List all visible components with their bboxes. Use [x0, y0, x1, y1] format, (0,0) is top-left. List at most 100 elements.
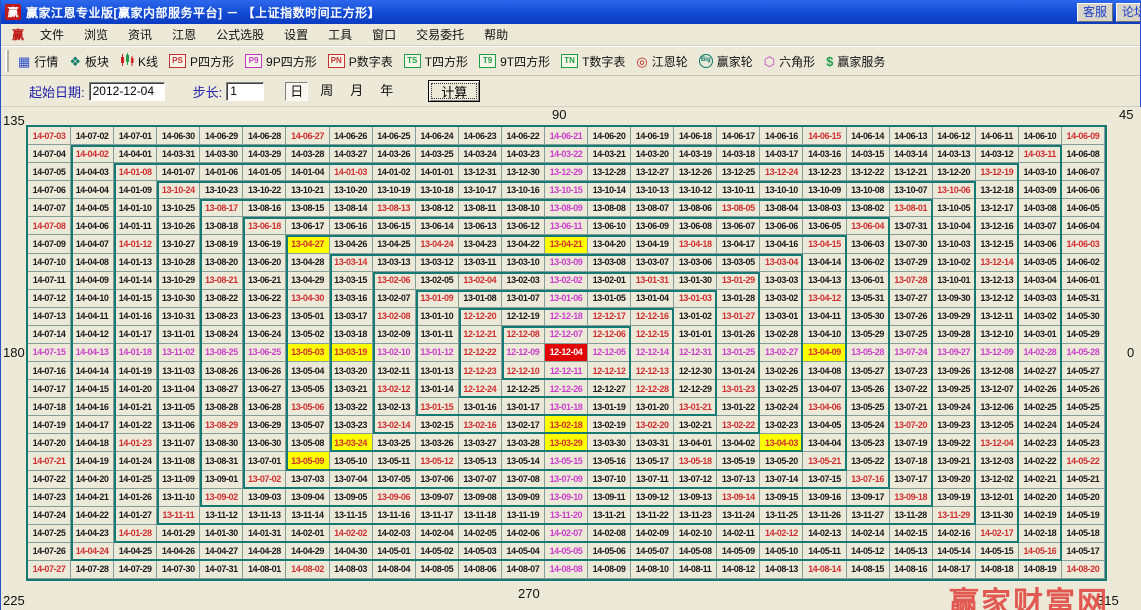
date-cell: 14-05-21 [1061, 470, 1105, 489]
date-cell: 12-12-29 [674, 380, 718, 399]
menu-item-窗口[interactable]: 窗口 [372, 28, 397, 42]
date-cell: 14-07-22 [28, 470, 72, 489]
date-cell: 13-08-12 [415, 199, 459, 218]
date-cell: 13-06-07 [717, 217, 761, 236]
calculate-button[interactable]: 计算 [428, 80, 481, 102]
toolbar-item-T四方形[interactable]: TS T四方形 [400, 51, 475, 72]
date-cell: 14-08-19 [1018, 560, 1062, 579]
period-toggle-年[interactable]: 年 [375, 81, 399, 101]
toolbar-item-行情[interactable]: ▦ 行情 [14, 51, 65, 72]
date-cell: 13-10-12 [674, 181, 718, 200]
date-cell: 13-08-09 [544, 199, 589, 218]
date-cell: 13-02-22 [717, 416, 761, 435]
menu-item-工具[interactable]: 工具 [328, 28, 353, 42]
date-cell: 14-01-15 [114, 289, 158, 308]
date-cell: 14-06-28 [243, 127, 287, 146]
date-cell: 13-07-22 [889, 380, 933, 399]
date-cell: 14-06-29 [200, 127, 244, 146]
date-cell: 13-04-01 [674, 434, 718, 453]
hexagon-icon: ⬡ [763, 53, 776, 69]
menu-item-文件[interactable]: 文件 [40, 28, 65, 42]
toolbar-grip[interactable] [5, 50, 9, 72]
date-cell: 14-08-07 [501, 560, 545, 579]
date-cell: 13-10-21 [286, 181, 330, 200]
date-cell: 13-07-20 [889, 416, 933, 435]
menu-item-公式选股[interactable]: 公式选股 [216, 28, 265, 42]
date-cell: 13-04-08 [803, 362, 847, 381]
date-cell: 14-01-25 [114, 470, 158, 489]
date-cell: 13-01-13 [415, 362, 459, 381]
menu-brand[interactable]: 赢 [12, 28, 25, 42]
menu-item-资讯[interactable]: 资讯 [128, 28, 153, 42]
toolbar-item-9T四方形[interactable]: T9 9T四方形 [475, 51, 557, 72]
date-cell: 13-10-15 [544, 181, 589, 200]
toolbar-item-K线[interactable]: K线 [116, 51, 165, 72]
date-cell: 14-08-06 [458, 560, 502, 579]
date-cell: 13-09-28 [932, 325, 976, 344]
date-cell: 13-12-30 [501, 163, 545, 182]
date-cell: 13-07-15 [803, 470, 847, 489]
menu-item-设置[interactable]: 设置 [284, 28, 309, 42]
kline-icon [120, 53, 134, 69]
date-cell: 13-08-16 [243, 199, 287, 218]
toolbar-item-江恩轮[interactable]: ◎ 江恩轮 [632, 51, 694, 72]
date-cell: 13-01-10 [415, 307, 459, 326]
badge-ps-icon: PS [169, 54, 186, 68]
date-cell: 14-02-26 [1018, 380, 1062, 399]
date-cell: 13-01-17 [501, 398, 545, 417]
toolbar-item-P数字表[interactable]: PN P数字表 [324, 51, 400, 72]
date-cell: 13-02-06 [372, 271, 416, 290]
date-cell: 13-04-24 [415, 235, 459, 254]
toolbar-item-9P四方形[interactable]: P9 9P四方形 [241, 51, 324, 72]
date-cell: 14-06-19 [631, 127, 675, 146]
date-cell: 13-02-24 [760, 398, 804, 417]
date-cell: 13-06-04 [846, 217, 890, 236]
date-cell: 13-03-26 [415, 434, 459, 453]
period-toggle-日[interactable]: 日 [285, 81, 309, 101]
date-cell: 14-03-29 [243, 145, 287, 164]
date-cell: 13-12-26 [674, 163, 718, 182]
date-cell: 13-03-02 [760, 289, 804, 308]
period-toggle-周[interactable]: 周 [315, 81, 339, 101]
menu-item-江恩[interactable]: 江恩 [172, 28, 197, 42]
toolbar-item-板块[interactable]: ❖ 板块 [65, 51, 116, 72]
date-cell: 14-05-13 [889, 542, 933, 561]
date-cell: 14-03-06 [1018, 235, 1062, 254]
period-toggle-月[interactable]: 月 [345, 81, 369, 101]
date-cell: 13-05-21 [803, 452, 847, 471]
date-cell: 14-02-28 [1018, 343, 1062, 363]
start-date-input[interactable] [88, 81, 165, 101]
forum-button[interactable]: 论坛 [1116, 2, 1140, 22]
toolbar-item-赢家服务[interactable]: $ 赢家服务 [822, 51, 892, 72]
date-cell: 14-03-19 [674, 145, 718, 164]
date-cell: 13-03-21 [329, 380, 373, 399]
date-cell: 14-05-10 [760, 542, 804, 561]
date-cell: 14-01-07 [157, 163, 201, 182]
date-cell: 13-05-04 [286, 362, 330, 381]
menu-item-浏览[interactable]: 浏览 [84, 28, 109, 42]
toolbar-item-赢家轮[interactable]: Big 赢家轮 [695, 51, 760, 72]
date-cell: 13-11-18 [458, 506, 502, 525]
customer-service-button[interactable]: 客服 [1077, 2, 1113, 22]
date-cell: 14-07-31 [200, 560, 244, 579]
date-cell: 13-06-29 [243, 416, 287, 435]
toolbar-item-P四方形[interactable]: PS P四方形 [165, 51, 241, 72]
date-cell: 14-06-07 [1061, 163, 1105, 182]
toolbar-item-T数字表[interactable]: TN T数字表 [557, 51, 632, 72]
toolbar-item-六角形[interactable]: ⬡ 六角形 [760, 51, 822, 72]
date-cell: 14-07-11 [28, 271, 72, 290]
axis-label-90: 90 [552, 107, 567, 122]
date-cell: 13-01-31 [631, 271, 675, 290]
date-cell: 14-06-15 [803, 127, 847, 146]
menu-item-帮助[interactable]: 帮助 [484, 28, 509, 42]
menu-item-交易委托[interactable]: 交易委托 [416, 28, 465, 42]
date-cell: 13-09-17 [846, 488, 890, 507]
toolbar-item-label: 行情 [34, 54, 59, 69]
date-cell: 14-07-03 [28, 127, 72, 146]
toolbar-item-label: P数字表 [348, 54, 393, 69]
date-cell: 13-12-05 [975, 416, 1019, 435]
date-cell: 13-07-04 [329, 470, 373, 489]
date-cell: 13-08-26 [200, 362, 244, 381]
step-input[interactable] [226, 81, 265, 101]
badge-tn-icon: TN [561, 54, 579, 68]
